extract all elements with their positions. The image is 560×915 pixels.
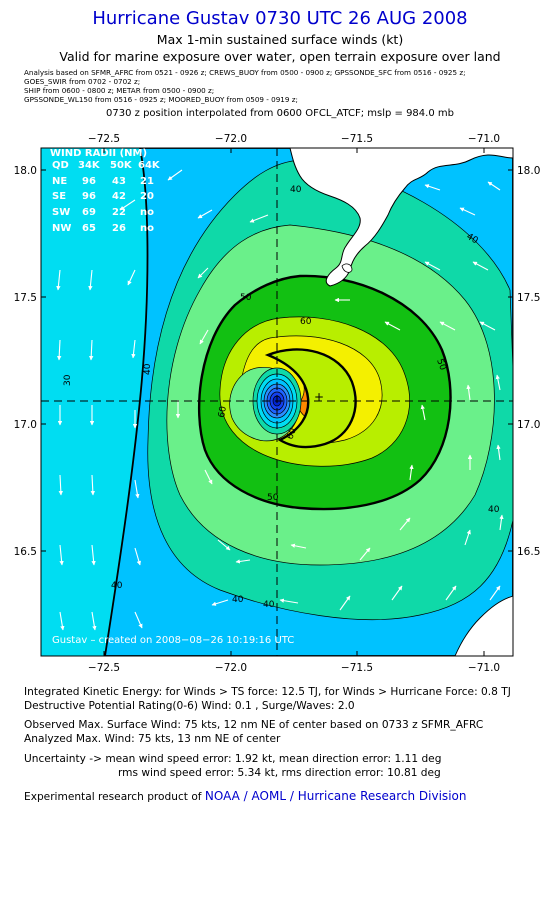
radii-col-50k: 50K xyxy=(110,160,133,171)
contour-label: 60 xyxy=(285,427,298,441)
lon-tick-label: −71.5 xyxy=(341,133,373,145)
hrd-link[interactable]: NOAA / AOML / Hurricane Research Divisio… xyxy=(204,789,467,803)
contour-labels: 30 40 40 40 40 40 40 40 50 50 50 60 60 6… xyxy=(63,185,500,610)
lon-tick-label: −71.0 xyxy=(468,133,500,145)
contour-label: 40 xyxy=(488,505,500,515)
contour-label: 50 xyxy=(434,358,447,372)
created-credit: Gustav – created on 2008−08−26 10:19:16 … xyxy=(52,635,294,646)
observed-max-wind: Observed Max. Surface Wind: 75 kts, 12 n… xyxy=(24,719,484,731)
wind-radii-header: QD 34K 50K 64K xyxy=(52,160,161,171)
subtitle: Max 1-min sustained surface winds (kt) xyxy=(156,32,404,47)
lon-axis-top: −72.5 −72.0 −71.5 −71.0 xyxy=(88,133,500,145)
lon-tick-label: −72.5 xyxy=(88,133,120,145)
wind-radii-row-se: SE 96 42 20 xyxy=(52,191,154,202)
wind-radii-row-nw: NW 65 26 no xyxy=(52,223,154,234)
lat-tick-label: 18.0 xyxy=(14,165,37,177)
lon-tick-label: −72.0 xyxy=(215,662,247,674)
radii-col-34k: 34K xyxy=(78,160,101,171)
lat-tick-label: 17.5 xyxy=(14,292,37,304)
axis-ticks xyxy=(41,148,513,656)
island-south-coast xyxy=(454,595,513,656)
source-line-3: SHIP from 0600 - 0800 z; METAR from 0500… xyxy=(24,86,215,95)
wind-analysis-map: WIND RADII (NM) QD 34K 50K 64K NE 96 43 … xyxy=(14,133,541,674)
ike-line: Integrated Kinetic Energy: for Winds > T… xyxy=(24,686,511,698)
contour-label: 40 xyxy=(263,600,275,610)
lat-tick-label: 18.0 xyxy=(517,165,540,177)
radii-cell: 26 xyxy=(112,223,126,234)
radii-col-qd: QD xyxy=(52,160,69,171)
lat-tick-label: 17.5 xyxy=(517,292,540,304)
radii-cell: SE xyxy=(52,191,66,202)
product-prefix: Experimental research product of xyxy=(24,791,205,803)
contour-label: 60 xyxy=(217,405,229,418)
source-line-2: GOES_SWIR from 0702 - 0702 z; xyxy=(24,77,141,86)
lat-tick-label: 17.0 xyxy=(517,419,540,431)
rmw-contour xyxy=(264,348,357,449)
radii-cell: 43 xyxy=(112,176,126,187)
radii-cell: 21 xyxy=(140,176,154,187)
max-wind-marker-icon: + xyxy=(314,390,324,404)
lon-tick-label: −71.0 xyxy=(468,662,500,674)
wind-radii-title: WIND RADII (NM) xyxy=(50,148,147,159)
radii-cell: 65 xyxy=(82,223,96,234)
uncertainty-line-1: Uncertainty -> mean wind speed error: 1.… xyxy=(24,753,442,765)
contour-label: 50 xyxy=(240,293,252,303)
radii-cell: 96 xyxy=(82,191,96,202)
contour-label: 40 xyxy=(290,185,302,195)
wind-vectors xyxy=(56,169,504,631)
wind-radii-table: WIND RADII (NM) QD 34K 50K 64K NE 96 43 … xyxy=(50,148,161,234)
radii-cell: NW xyxy=(52,223,71,234)
small-island xyxy=(341,263,353,273)
page-title: Hurricane Gustav 0730 UTC 26 AUG 2008 xyxy=(92,8,468,29)
contour-label: 40 xyxy=(232,595,244,605)
map-frame xyxy=(40,147,514,657)
lat-tick-label: 16.5 xyxy=(14,546,37,558)
radii-cell: NE xyxy=(52,176,67,187)
land-hispaniola xyxy=(289,148,513,287)
lon-tick-label: −72.0 xyxy=(215,133,247,145)
storm-center-crosshair xyxy=(41,148,513,656)
lat-axis-right: 18.0 17.5 17.0 16.5 xyxy=(517,165,540,558)
lon-tick-label: −72.5 xyxy=(88,662,120,674)
dpr-line: Destructive Potential Rating(0-6) Wind: … xyxy=(24,700,355,712)
radii-cell: 69 xyxy=(82,207,96,218)
product-credit: Experimental research product of NOAA / … xyxy=(24,789,466,803)
wind-field xyxy=(41,148,513,656)
analyzed-max-wind: Analyzed Max. Wind: 75 kts, 13 nm NE of … xyxy=(24,733,281,745)
contour-label: 60 xyxy=(300,317,312,327)
radii-cell: 22 xyxy=(112,207,126,218)
wind-radii-row-sw: SW 69 22 no xyxy=(52,207,154,218)
uncertainty-line-2: rms wind speed error: 5.34 kt, rms direc… xyxy=(118,767,441,779)
exposure-note: Valid for marine exposure over water, op… xyxy=(59,49,501,64)
lat-tick-label: 16.5 xyxy=(517,546,540,558)
source-line-1: Analysis based on SFMR_AFRC from 0521 - … xyxy=(24,68,466,77)
radii-cell: 20 xyxy=(140,191,154,202)
source-line-4: GPSSONDE_WL150 from 0516 - 0925 z; MOORE… xyxy=(24,95,298,104)
wind-radii-row-ne: NE 96 43 21 xyxy=(52,176,154,187)
radii-col-64k: 64K xyxy=(138,160,161,171)
radii-cell: SW xyxy=(52,207,70,218)
lat-tick-label: 17.0 xyxy=(14,419,37,431)
lon-axis-bottom: −72.5 −72.0 −71.5 −71.0 xyxy=(88,662,500,674)
contour-label: 50 xyxy=(267,493,279,503)
lon-tick-label: −71.5 xyxy=(341,662,373,674)
radii-cell: 42 xyxy=(112,191,126,202)
radii-cell: no xyxy=(140,207,154,218)
contour-label: 40 xyxy=(143,363,153,375)
radii-cell: 96 xyxy=(82,176,96,187)
lat-axis-left: 18.0 17.5 17.0 16.5 xyxy=(14,165,37,558)
position-note: 0730 z position interpolated from 0600 O… xyxy=(106,108,454,119)
contour-label: 40 xyxy=(111,581,123,591)
contour-label: 30 xyxy=(63,374,73,386)
radii-cell: no xyxy=(140,223,154,234)
